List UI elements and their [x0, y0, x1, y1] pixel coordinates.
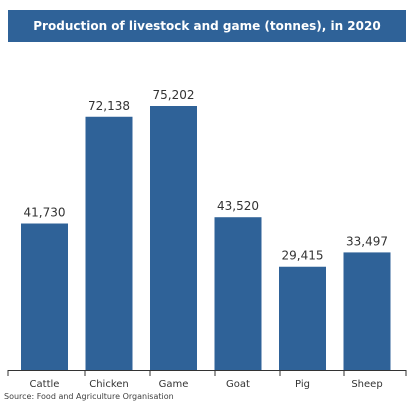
- bar-chicken: [85, 116, 133, 370]
- data-label: 41,730: [24, 206, 66, 220]
- data-label: 29,415: [282, 249, 324, 263]
- category-label: Goat: [226, 379, 250, 390]
- bar-goat: [214, 217, 262, 370]
- bar-game: [150, 106, 197, 370]
- data-label: 75,202: [153, 88, 195, 102]
- category-label: Cattle: [30, 379, 60, 390]
- bar-sheep: [343, 252, 391, 370]
- bar-pig: [279, 266, 326, 370]
- data-label: 33,497: [346, 234, 388, 248]
- data-label: 72,138: [88, 99, 130, 113]
- chart-title-bar: Production of livestock and game (tonnes…: [8, 10, 406, 42]
- category-label: Game: [159, 379, 189, 390]
- category-label: Chicken: [89, 379, 129, 390]
- data-label: 43,520: [217, 199, 259, 213]
- bar-cattle: [21, 223, 68, 370]
- category-label: Sheep: [351, 379, 382, 390]
- chart-title: Production of livestock and game (tonnes…: [33, 19, 381, 33]
- source-note: Source: Food and Agriculture Organisatio…: [4, 392, 174, 401]
- category-label: Pig: [295, 379, 310, 390]
